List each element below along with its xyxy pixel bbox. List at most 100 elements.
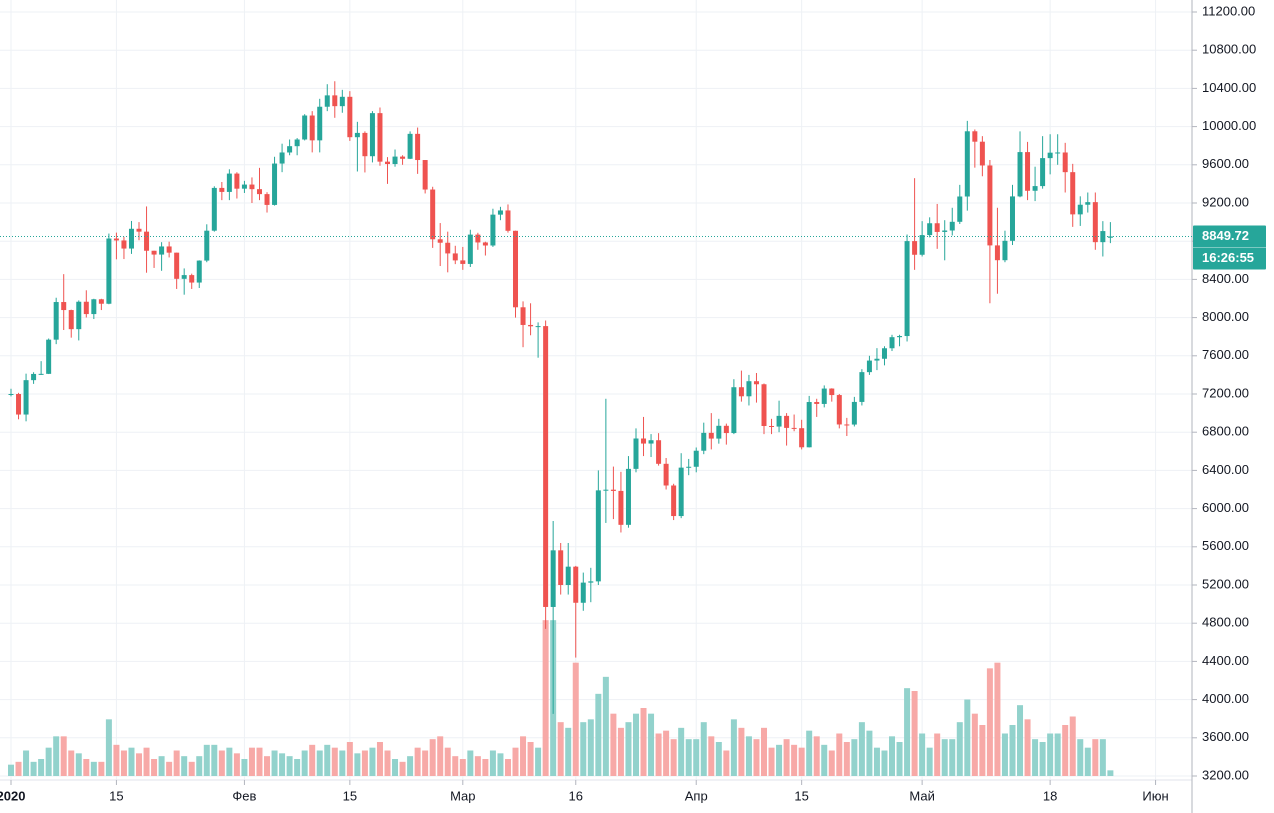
y-tick-label: 7600.00	[1202, 347, 1249, 362]
candle-body	[452, 253, 458, 261]
volume-bar	[384, 750, 391, 776]
volume-bar	[136, 753, 143, 776]
candle-body	[16, 394, 22, 415]
candle-body	[904, 241, 910, 337]
volume-bar	[791, 744, 798, 776]
candle-body	[874, 358, 880, 361]
candle-body	[460, 260, 466, 264]
candle-body	[836, 395, 842, 425]
volume-bar	[828, 750, 835, 776]
volume-bar	[218, 750, 225, 776]
candle-body	[1047, 152, 1053, 159]
x-tick-label: 16	[569, 788, 583, 803]
candle-body	[385, 161, 390, 165]
volume-bar	[1024, 719, 1031, 776]
volume-bar	[889, 736, 896, 776]
volume-bar	[331, 747, 338, 776]
y-tick-label: 3200.00	[1202, 767, 1249, 782]
volume-bar	[896, 742, 903, 776]
volume-bar	[376, 742, 383, 776]
candle-body	[656, 440, 662, 464]
volume-bar	[233, 753, 240, 776]
y-tick-label: 9200.00	[1202, 194, 1249, 209]
volume-bar	[858, 722, 865, 776]
volume-bar	[414, 747, 421, 776]
candle-body	[633, 438, 639, 469]
candle-body	[746, 381, 752, 397]
volume-bar	[316, 750, 323, 776]
volume-bar	[572, 662, 579, 776]
volume-bar	[166, 761, 173, 776]
candle-body	[106, 238, 112, 304]
volume-bar	[753, 739, 760, 776]
volume-bar	[1077, 739, 1084, 776]
candle-body	[573, 566, 579, 603]
volume-bar	[715, 742, 722, 776]
y-tick-label: 8400.00	[1202, 271, 1249, 286]
candle-body	[497, 210, 503, 215]
candle-body	[264, 194, 270, 205]
candle-body	[422, 160, 428, 190]
volume-bar	[670, 739, 677, 776]
volume-bar	[90, 761, 97, 776]
volume-bar	[173, 750, 180, 776]
candle-body	[467, 234, 473, 264]
volume-bar	[1069, 716, 1076, 776]
y-tick-label: 6400.00	[1202, 462, 1249, 477]
y-tick-label: 4400.00	[1202, 653, 1249, 668]
candle-body	[889, 337, 895, 349]
candle-body	[23, 380, 29, 415]
candle-body	[430, 189, 436, 240]
volume-bar	[45, 747, 52, 776]
candle-body	[294, 139, 300, 147]
volume-bar	[693, 739, 700, 776]
volume-bar	[474, 756, 481, 776]
volume-bar	[866, 730, 873, 776]
volume-bar	[512, 747, 519, 776]
candle-body	[784, 415, 790, 428]
volume-bar	[617, 727, 624, 776]
candle-body	[339, 96, 345, 107]
candle-body	[1077, 204, 1083, 215]
volume-bar	[783, 739, 790, 776]
volume-bar	[625, 722, 632, 776]
candle-body	[324, 95, 330, 107]
volume-bar	[158, 756, 165, 776]
volume-bar	[979, 725, 986, 776]
x-tick-label: Июн	[1142, 788, 1168, 803]
volume-bar	[557, 722, 564, 776]
candle-body	[942, 230, 948, 232]
candle-body	[309, 115, 315, 141]
candle-body	[76, 301, 82, 330]
candles	[8, 81, 1113, 714]
volume-bar	[580, 722, 587, 776]
candle-body	[678, 467, 684, 517]
x-tick-label: 2020	[0, 788, 25, 803]
candle-body	[912, 241, 918, 255]
volume-bar	[339, 750, 346, 776]
volume-bar	[843, 742, 850, 776]
candle-body	[987, 165, 993, 246]
candle-body	[994, 245, 1000, 261]
volume-bar	[610, 713, 617, 776]
candle-body	[392, 156, 398, 165]
volume-bar	[881, 750, 888, 776]
x-tick-label: 15	[343, 788, 357, 803]
volume-bar	[369, 747, 376, 776]
candle-body	[121, 240, 127, 249]
y-tick-label: 6000.00	[1202, 500, 1249, 515]
volume-bar	[23, 750, 30, 776]
x-tick-label: 15	[109, 788, 123, 803]
candle-body	[648, 440, 654, 444]
candle-body	[362, 132, 368, 157]
candle-body	[1032, 186, 1038, 191]
volume-bar	[542, 620, 549, 776]
candle-body	[287, 146, 293, 153]
volume-bar	[919, 733, 926, 776]
volume-bar	[30, 761, 37, 776]
candle-body	[46, 339, 52, 374]
y-tick-label: 10800.00	[1202, 42, 1256, 57]
candle-body	[520, 307, 526, 325]
candle-body	[144, 231, 150, 251]
candle-body	[31, 373, 37, 381]
